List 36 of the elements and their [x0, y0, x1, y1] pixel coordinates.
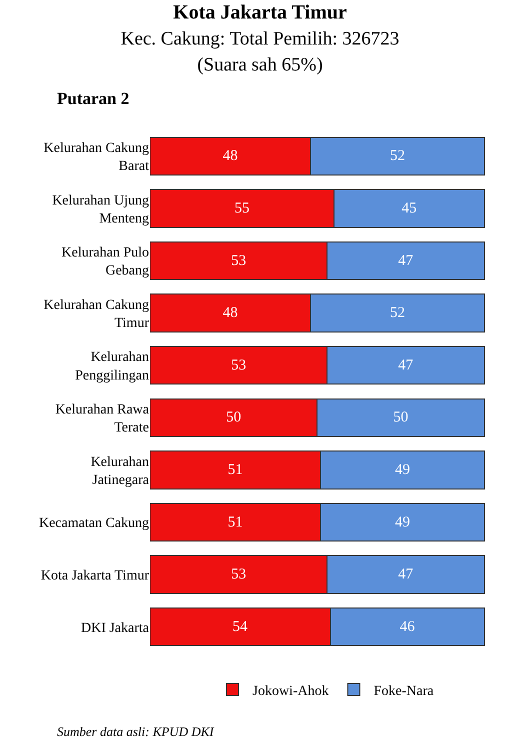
data-label: 48	[222, 305, 238, 322]
data-label: 50	[393, 410, 408, 426]
y-tick-label: Kelurahan Cakung Barat	[44, 140, 150, 174]
data-label: 54	[232, 618, 248, 635]
y-tick-label: Kelurahan Rawa Terate	[55, 402, 150, 436]
y-tick-label: Kelurahan Penggilingan	[75, 350, 149, 384]
y-tick-label: Kecamatan Cakung	[38, 516, 149, 532]
y-tick-label: DKI Jakarta	[80, 620, 150, 636]
data-label: 51	[228, 462, 243, 478]
legend-label: Foke-Nara	[374, 684, 434, 699]
data-label: 45	[402, 200, 417, 216]
y-tick-label: Kelurahan Cakung Timur	[44, 298, 150, 332]
chart-subtitle: Kec. Cakung: Total Pemilih: 326723 (Suara sah 65%)	[120, 28, 400, 76]
legend-label: Jokowi-Ahok	[252, 684, 329, 699]
data-label: 53	[231, 252, 246, 269]
data-label: 47	[398, 566, 414, 583]
data-label: 53	[231, 566, 246, 583]
chart-title: Kota Jakarta Timur	[173, 2, 347, 24]
data-label: 47	[398, 357, 414, 374]
data-label: 52	[390, 148, 405, 164]
data-label: 50	[226, 410, 242, 426]
data-label: 47	[398, 252, 414, 269]
y-tick-label: Kelurahan Jatinegara	[90, 454, 150, 488]
data-label: 48	[222, 148, 238, 164]
text: Putaran 2	[57, 89, 130, 108]
data-label: 52	[390, 305, 405, 322]
y-tick-label: Kota Jakarta Timur	[40, 568, 150, 584]
y-tick-label: Kelurahan Pulo Gebang	[62, 246, 149, 279]
data-label: 46	[400, 618, 416, 635]
data-label: 49	[394, 514, 410, 530]
y-tick-label: Kelurahan Ujung Menteng	[52, 193, 149, 226]
text: Sumber data asli: KPUD DKI	[57, 724, 214, 739]
data-label: 53	[231, 357, 246, 374]
data-label: 55	[234, 200, 250, 216]
data-label: 49	[394, 462, 410, 478]
data-label: 51	[228, 514, 243, 530]
